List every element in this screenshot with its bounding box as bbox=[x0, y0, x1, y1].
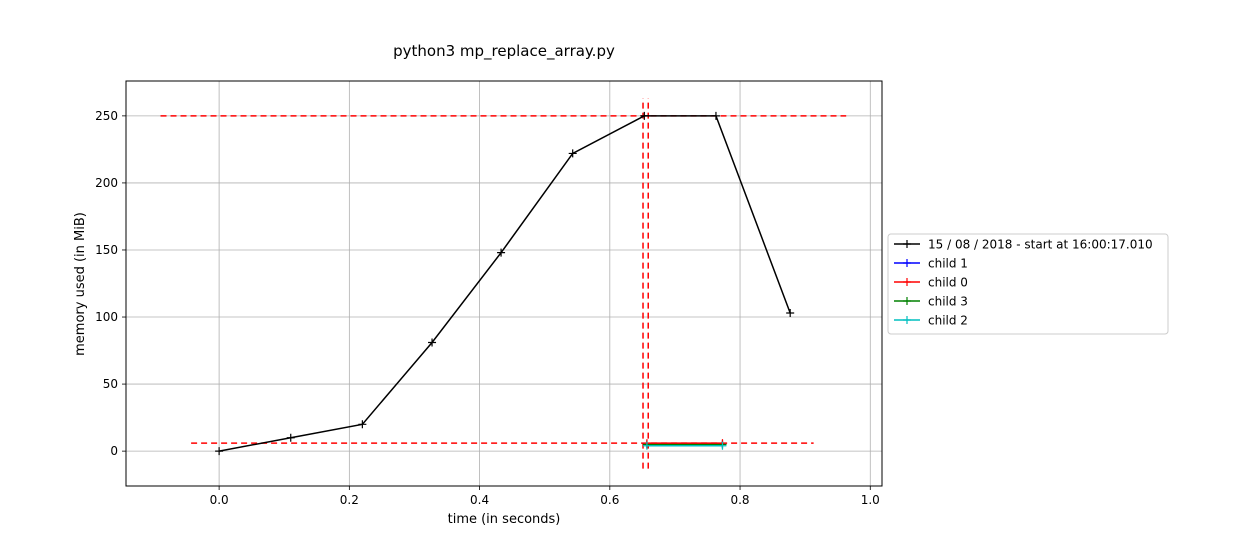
legend: 15 / 08 / 2018 - start at 16:00:17.010 ch… bbox=[887, 233, 1169, 335]
y-tick-label: 250 bbox=[95, 109, 118, 123]
data-point-marker bbox=[358, 420, 367, 429]
legend-label: child 3 bbox=[928, 295, 968, 309]
legend-box bbox=[887, 233, 1169, 335]
x-axis-label: time (in seconds) bbox=[448, 512, 561, 527]
data-point-marker bbox=[718, 441, 727, 450]
legend-swatch-marker bbox=[903, 297, 911, 305]
y-axis-label: memory used (in MiB) bbox=[73, 212, 88, 356]
legend-swatch-marker bbox=[903, 259, 911, 267]
legend-items: 15 / 08 / 2018 - start at 16:00:17.010 ch… bbox=[894, 238, 1153, 328]
x-tick-label: 0.4 bbox=[470, 493, 489, 507]
data-point-marker bbox=[786, 309, 795, 318]
legend-label: child 1 bbox=[928, 257, 968, 271]
grid-lines bbox=[126, 81, 882, 486]
x-axis-ticks: 0.0 0.2 0.4 0.6 0.8 1.0 bbox=[210, 486, 880, 507]
y-tick-label: 100 bbox=[95, 310, 118, 324]
y-tick-label: 150 bbox=[95, 243, 118, 257]
x-tick-label: 0.2 bbox=[340, 493, 359, 507]
legend-label: 15 / 08 / 2018 - start at 16:00:17.010 bbox=[928, 238, 1153, 252]
x-tick-label: 1.0 bbox=[861, 493, 880, 507]
data-point-marker bbox=[215, 447, 224, 456]
series-lines bbox=[215, 111, 795, 456]
legend-swatch-marker bbox=[903, 240, 911, 248]
data-point-marker bbox=[428, 338, 437, 347]
y-axis-ticks: 0 50 100 150 200 250 bbox=[95, 109, 126, 458]
series-line bbox=[218, 115, 791, 452]
data-point-marker bbox=[568, 149, 577, 158]
legend-label: child 0 bbox=[928, 276, 968, 290]
x-tick-label: 0.6 bbox=[600, 493, 619, 507]
data-point-marker bbox=[640, 111, 649, 120]
legend-label: child 2 bbox=[928, 314, 968, 328]
legend-swatch-marker bbox=[903, 316, 911, 324]
x-tick-label: 0.0 bbox=[210, 493, 229, 507]
data-point-marker bbox=[642, 441, 651, 450]
plot-area-frame bbox=[125, 80, 883, 487]
y-tick-label: 200 bbox=[95, 176, 118, 190]
y-tick-label: 50 bbox=[103, 377, 118, 391]
data-point-marker bbox=[497, 248, 506, 257]
x-tick-label: 0.8 bbox=[730, 493, 749, 507]
y-tick-label: 0 bbox=[110, 444, 118, 458]
data-point-marker bbox=[286, 433, 295, 442]
reference-lines bbox=[160, 98, 847, 469]
data-point-marker bbox=[711, 111, 720, 120]
chart-title: python3 mp_replace_array.py bbox=[393, 42, 615, 61]
legend-swatch-marker bbox=[903, 278, 911, 286]
